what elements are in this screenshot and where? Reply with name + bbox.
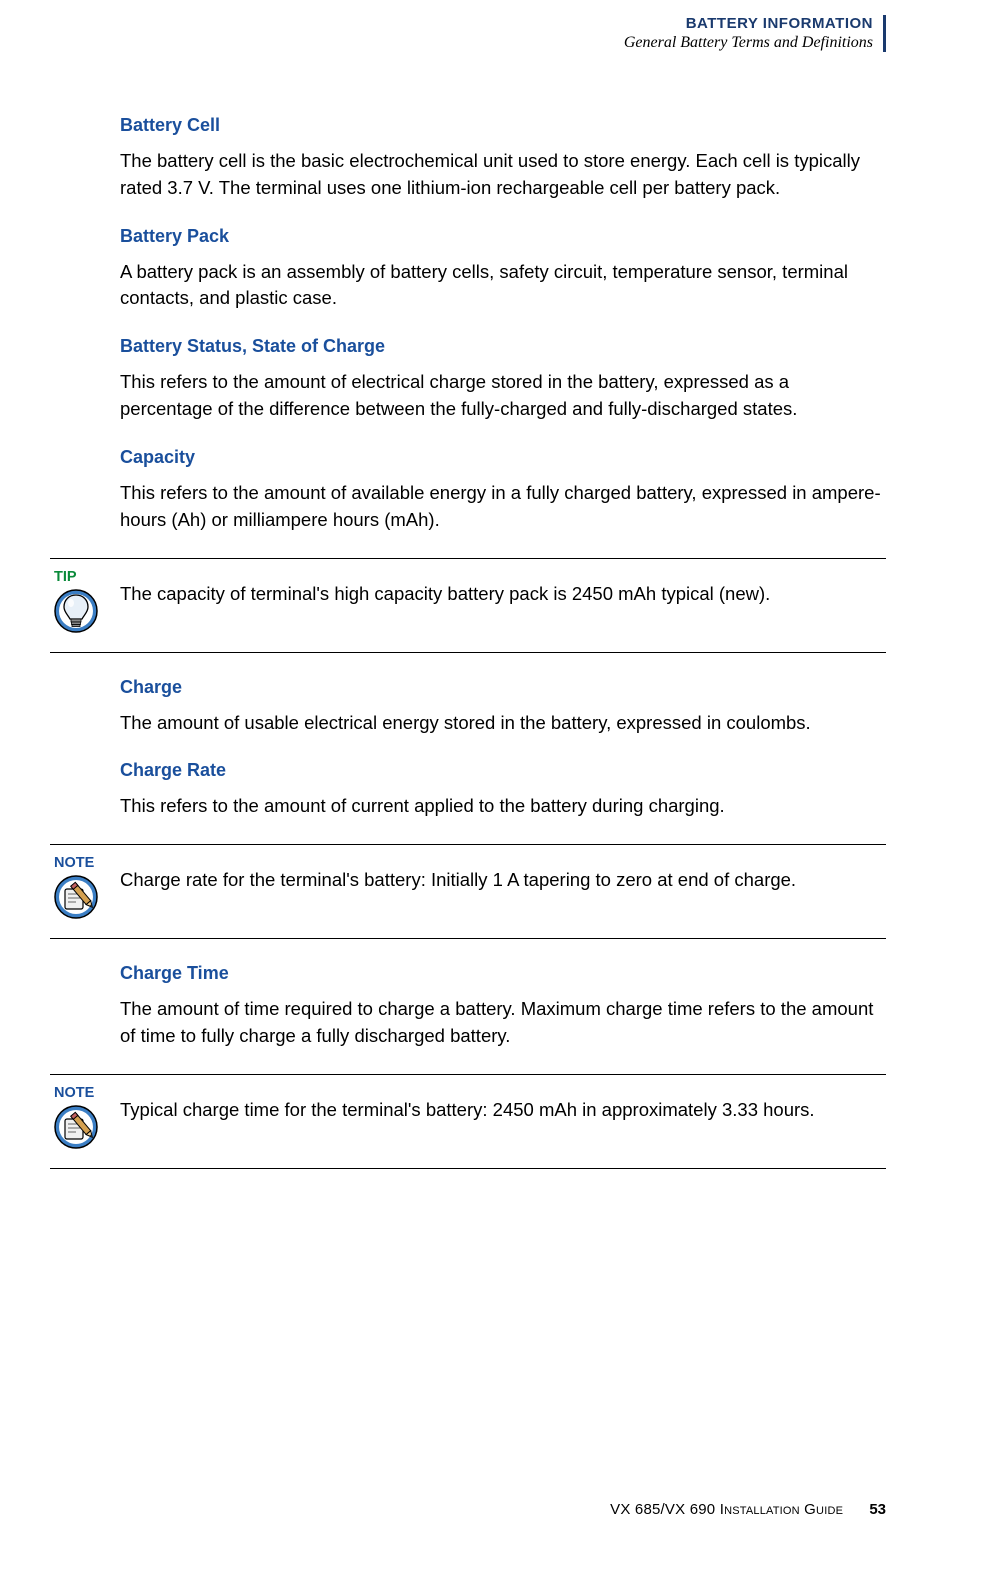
- note-callout: NOTE: [50, 844, 886, 939]
- page-header: BATTERY INFORMATION General Battery Term…: [324, 15, 886, 52]
- term-battery-status: Battery Status, State of Charge This ref…: [120, 336, 886, 423]
- page-footer: VX 685/VX 690 Installation Guide 53: [610, 1501, 886, 1518]
- term-heading: Capacity: [120, 447, 886, 468]
- term-charge-time: Charge Time The amount of time required …: [120, 963, 886, 1050]
- term-charge: Charge The amount of usable electrical e…: [120, 677, 886, 737]
- note-callout: NOTE: [50, 1074, 886, 1169]
- document-page: BATTERY INFORMATION General Battery Term…: [0, 0, 1001, 1580]
- term-battery-cell: Battery Cell The battery cell is the bas…: [120, 115, 886, 202]
- term-battery-pack: Battery Pack A battery pack is an assemb…: [120, 226, 886, 313]
- lightbulb-icon: [54, 589, 98, 638]
- note-label: NOTE: [54, 855, 94, 871]
- term-heading: Battery Cell: [120, 115, 886, 136]
- term-body: The amount of time required to charge a …: [120, 996, 886, 1050]
- term-heading: Charge Time: [120, 963, 886, 984]
- pencil-note-icon: [54, 1105, 98, 1154]
- term-body: The amount of usable electrical energy s…: [120, 710, 886, 737]
- term-body: This refers to the amount of current app…: [120, 793, 886, 820]
- tip-label: TIP: [54, 569, 77, 585]
- page-content: Battery Cell The battery cell is the bas…: [120, 115, 886, 1169]
- pencil-note-icon: [54, 875, 98, 924]
- note-label: NOTE: [54, 1085, 94, 1101]
- term-body: This refers to the amount of electrical …: [120, 369, 886, 423]
- footer-guide-title: VX 685/VX 690 Installation Guide: [610, 1501, 843, 1518]
- term-heading: Charge Rate: [120, 760, 886, 781]
- term-charge-rate: Charge Rate This refers to the amount of…: [120, 760, 886, 820]
- tip-text: The capacity of terminal's high capacity…: [120, 569, 774, 608]
- header-section-title: BATTERY INFORMATION: [624, 15, 873, 32]
- term-body: This refers to the amount of available e…: [120, 480, 886, 534]
- header-subtitle: General Battery Terms and Definitions: [624, 34, 873, 52]
- term-capacity: Capacity This refers to the amount of av…: [120, 447, 886, 534]
- term-heading: Battery Status, State of Charge: [120, 336, 886, 357]
- note-text: Charge rate for the terminal's battery: …: [120, 855, 800, 894]
- footer-page-number: 53: [869, 1501, 886, 1518]
- note-text: Typical charge time for the terminal's b…: [120, 1085, 819, 1124]
- term-body: A battery pack is an assembly of battery…: [120, 259, 886, 313]
- tip-callout: TIP: [50, 558, 886, 653]
- term-heading: Battery Pack: [120, 226, 886, 247]
- term-heading: Charge: [120, 677, 886, 698]
- term-body: The battery cell is the basic electroche…: [120, 148, 886, 202]
